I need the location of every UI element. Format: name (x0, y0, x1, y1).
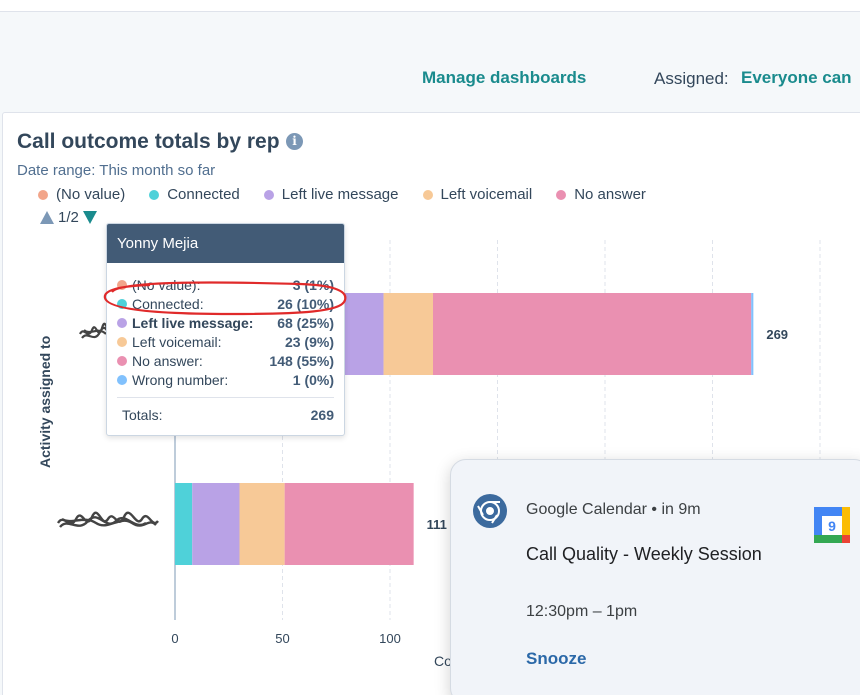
tooltip-dot-icon (117, 336, 127, 347)
legend-item[interactable]: Left voicemail (422, 186, 533, 203)
tooltip-row-value: 26 (10%) (277, 295, 334, 312)
legend-dot-icon (263, 189, 274, 200)
legend-label: Left voicemail (440, 186, 533, 203)
legend-dot-icon (556, 189, 567, 200)
top-bar (0, 0, 860, 12)
assigned-value-link[interactable]: Everyone can (741, 68, 852, 87)
tooltip-divider (117, 397, 334, 398)
tooltip-row-label: No answer: (132, 352, 203, 369)
y-axis-title: Activity assigned to (37, 335, 53, 468)
tooltip-row-label: Wrong number: (132, 371, 229, 388)
info-icon[interactable]: i (286, 133, 303, 150)
tooltip-row-value: 148 (55%) (269, 352, 334, 369)
tooltip-dot-icon (117, 279, 127, 290)
bar-tooltip: Yonny Mejia (No value): 3 (1%) Connected: 2… (106, 223, 345, 436)
notification-time: 12:30pm – 1pm (526, 603, 638, 620)
manage-dashboards-link[interactable]: Manage dashboards (422, 68, 587, 87)
tooltip-row-value: 3 (1%) (292, 276, 334, 293)
pager-down-icon[interactable] (82, 211, 97, 224)
redacted-rep-name-scribble (56, 511, 159, 528)
bar-segment[interactable] (433, 293, 752, 375)
legend-dot-icon (149, 189, 160, 200)
tooltip-row: Left voicemail: 23 (9%) (117, 332, 334, 351)
legend-label: Connected (167, 186, 240, 203)
notification-source: Google Calendar • in 9m (526, 501, 701, 518)
tooltip-row-label: Left voicemail: (132, 333, 222, 350)
legend-item[interactable]: (No value) (38, 186, 125, 203)
report-title[interactable]: Call outcome totals by rep (17, 130, 280, 153)
bar-total-label: 111 (427, 517, 447, 532)
dashboard-header (0, 12, 860, 110)
bar-segment[interactable] (239, 483, 285, 565)
tooltip-rep-name: Yonny Mejia (107, 224, 344, 263)
bar-segment[interactable] (192, 483, 240, 565)
legend-pager: 1/2 (40, 209, 97, 226)
date-range: Date range: This month so far (17, 162, 216, 179)
legend-item[interactable]: Left live message (263, 186, 399, 203)
snooze-button[interactable]: Snooze (526, 649, 587, 668)
bar-total-label: 269 (766, 327, 788, 342)
tooltip-row: (No value): 3 (1%) (117, 275, 334, 294)
x-axis-title: Co (434, 653, 452, 669)
tooltip-dot-icon (117, 298, 127, 309)
tooltip-row: Connected: 26 (10%) (117, 294, 334, 313)
tooltip-dot-icon (117, 355, 127, 366)
x-tick-label: 50 (275, 631, 289, 646)
tooltip-dot-icon (117, 374, 127, 385)
bar-segment[interactable] (175, 483, 193, 565)
pager-label: 1/2 (58, 209, 79, 226)
tooltip-row-value: 23 (9%) (284, 333, 334, 350)
tooltip-total-value: 269 (310, 407, 334, 423)
tooltip-row-label: (No value): (132, 276, 201, 293)
tooltip-row: No answer: 148 (55%) (117, 351, 334, 370)
pager-up-icon[interactable] (40, 211, 54, 224)
bar-segment[interactable] (383, 293, 433, 375)
tooltip-dot-icon (117, 317, 127, 328)
google-calendar-icon: 9 (814, 507, 850, 543)
x-tick-label: 0 (171, 631, 178, 646)
x-tick-label: 100 (379, 631, 401, 646)
tooltip-row: Left live message: 68 (25%) (117, 313, 334, 332)
tooltip-row: Wrong number: 1 (0%) (117, 370, 334, 389)
tooltip-total-label: Totals: (122, 407, 163, 423)
tooltip-row-value: 1 (0%) (292, 371, 334, 388)
chart-legend: (No value) Connected Left live message Left… (38, 186, 670, 203)
tooltip-row-value: 68 (25%) (277, 314, 334, 331)
bar-segment[interactable] (284, 483, 414, 565)
legend-label: Left live message (281, 186, 399, 203)
legend-item[interactable]: Connected (149, 186, 240, 203)
notification-title: Call Quality - Weekly Session (526, 544, 762, 564)
calendar-notification[interactable]: Google Calendar • in 9m Call Quality - W… (450, 459, 860, 695)
tooltip-total-row: Totals: 269 (107, 400, 344, 430)
legend-label: No answer (574, 186, 646, 203)
bar-segment[interactable] (751, 293, 754, 375)
assigned-label: Assigned: (654, 69, 729, 88)
legend-dot-icon (422, 189, 433, 200)
legend-label: (No value) (56, 186, 126, 203)
tooltip-row-label: Left live message: (132, 314, 254, 331)
gcal-day-number: 9 (828, 518, 836, 534)
tooltip-row-label: Connected: (132, 295, 204, 312)
chrome-icon (473, 494, 507, 528)
legend-dot-icon (38, 189, 48, 200)
legend-item[interactable]: No answer (556, 186, 646, 203)
